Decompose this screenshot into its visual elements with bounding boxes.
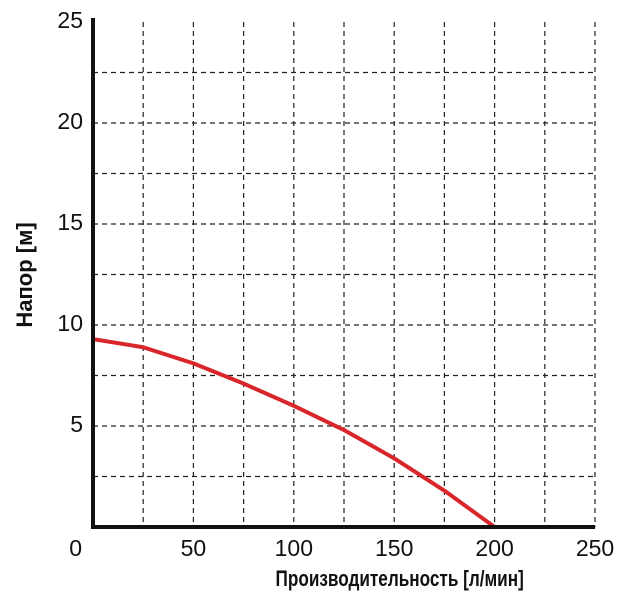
- x-tick-label: 200: [475, 535, 513, 561]
- data-line: [91, 337, 497, 529]
- y-tick-label: 5: [70, 411, 83, 437]
- x-tick-label: 100: [275, 535, 313, 561]
- x-tick-label: 150: [375, 535, 413, 561]
- y-axis-label: Напор [м]: [12, 222, 37, 327]
- y-tick-label: 25: [57, 7, 83, 33]
- x-tick-label: 50: [181, 535, 207, 561]
- x-tick-label: 250: [576, 535, 614, 561]
- y-tick-label: 10: [57, 310, 83, 336]
- x-axis-label: Производительность [л/мин]: [276, 567, 524, 592]
- y-tick-label: 15: [57, 209, 83, 235]
- x-tick-label: 0: [69, 535, 82, 561]
- y-tick-label: 20: [57, 108, 83, 134]
